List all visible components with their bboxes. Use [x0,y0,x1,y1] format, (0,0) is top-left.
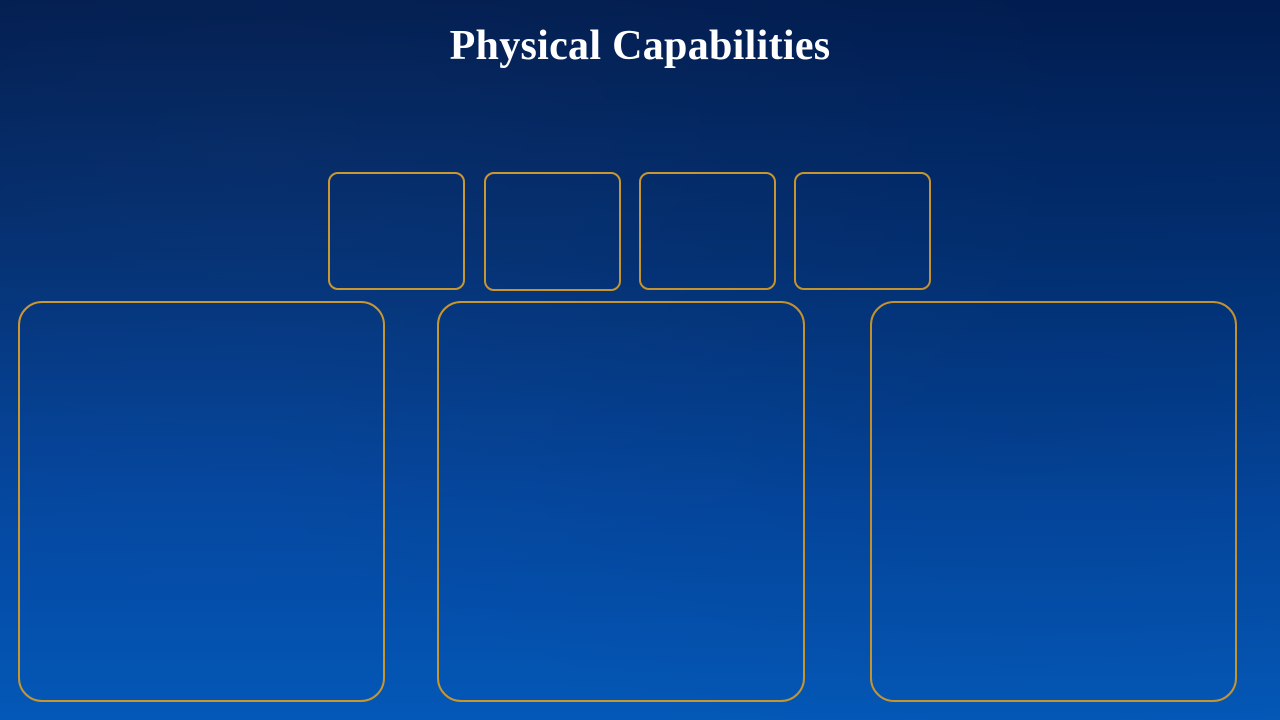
placeholder-frame-large-2 [437,301,805,702]
slide-title: Physical Capabilities [449,23,831,69]
placeholder-frame-small-1 [328,172,465,290]
placeholder-frame-small-3 [639,172,776,290]
placeholder-frame-small-4 [794,172,931,290]
placeholder-frame-large-3 [870,301,1237,702]
placeholder-frame-small-2 [484,172,621,291]
placeholder-frame-large-1 [18,301,385,702]
